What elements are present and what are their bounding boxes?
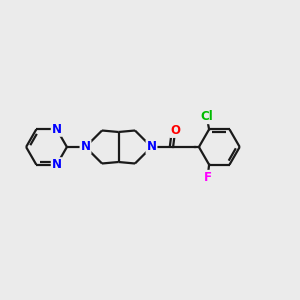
Text: Cl: Cl (200, 110, 213, 123)
Text: F: F (204, 171, 212, 184)
Text: N: N (146, 140, 157, 154)
Text: N: N (52, 123, 62, 136)
Text: N: N (52, 158, 62, 171)
Text: O: O (170, 124, 180, 137)
Text: N: N (80, 140, 91, 154)
